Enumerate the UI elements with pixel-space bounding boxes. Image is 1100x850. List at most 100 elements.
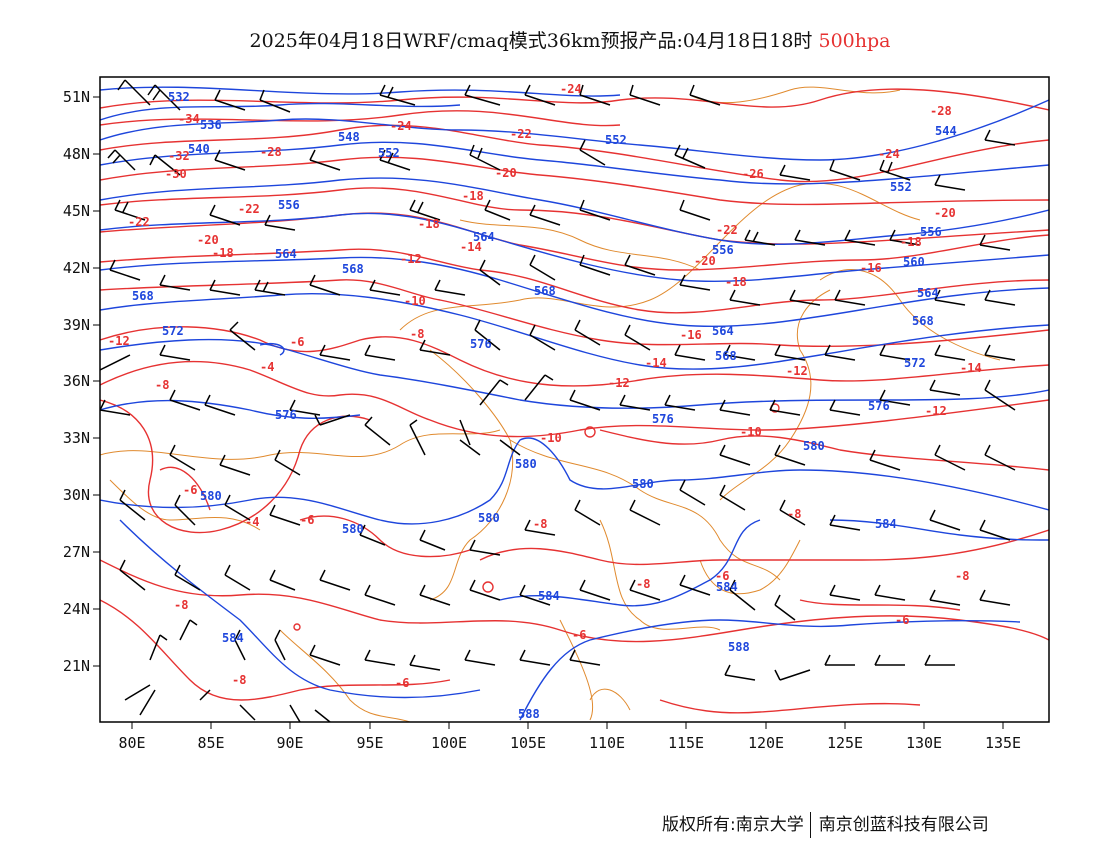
height-label: 576 [470, 337, 492, 351]
temperature-label: -34 [178, 112, 200, 126]
height-label: 548 [338, 130, 360, 144]
height-label: 552 [378, 146, 400, 160]
temperature-label: -8 [174, 598, 188, 612]
temperature-label: -6 [183, 483, 197, 497]
temperature-label: -12 [400, 252, 422, 266]
height-label: 568 [342, 262, 364, 276]
height-label: 552 [605, 133, 627, 147]
temperature-label: -6 [300, 513, 314, 527]
x-tick-label: 85E [197, 734, 224, 752]
height-label: 532 [168, 90, 190, 104]
temperature-label: -32 [168, 149, 190, 163]
height-label: 556 [920, 225, 942, 239]
height-label-group: 532 536 540 544 548 552 552 552 556 556 … [132, 90, 957, 721]
y-tick-label: 36N [63, 372, 90, 390]
height-label: 584 [716, 580, 738, 594]
temperature-label: -8 [155, 378, 169, 392]
height-label: 564 [275, 247, 297, 261]
temperature-label: -22 [128, 215, 150, 229]
temperature-label: -28 [260, 145, 282, 159]
temperature-label: -24 [390, 119, 412, 133]
height-label: 556 [712, 243, 734, 257]
temperature-label: -18 [900, 235, 922, 249]
temperature-label: -4 [245, 515, 259, 529]
temperature-label: -20 [197, 233, 219, 247]
temperature-label: -18 [418, 217, 440, 231]
temperature-label: -4 [260, 360, 274, 374]
height-label: 580 [342, 522, 364, 536]
title-level: 500hpa [818, 30, 891, 52]
y-tick-label: 33N [63, 429, 90, 447]
height-label: 564 [473, 230, 495, 244]
height-label: 580 [515, 457, 537, 471]
height-label: 584 [538, 589, 560, 603]
height-label: 576 [868, 399, 890, 413]
temperature-label: -18 [462, 189, 484, 203]
height-label: 580 [632, 477, 654, 491]
x-tick-label: 80E [118, 734, 145, 752]
copyright-owner: 版权所有:南京大学 [662, 815, 804, 835]
temperature-label: -8 [955, 569, 969, 583]
temperature-label: -8 [232, 673, 246, 687]
temperature-label: -6 [290, 335, 304, 349]
x-tick-label: 110E [589, 734, 625, 752]
temperature-label: -8 [636, 577, 650, 591]
y-tick-label: 39N [63, 316, 90, 334]
temperature-label: -30 [165, 167, 187, 181]
temperature-label: -12 [925, 404, 947, 418]
temperature-contours [100, 88, 1049, 714]
temperature-label: -10 [540, 431, 562, 445]
x-tick-label: 115E [668, 734, 704, 752]
height-label: 568 [715, 349, 737, 363]
x-tick-label: 130E [906, 734, 942, 752]
height-label: 580 [803, 439, 825, 453]
temperature-label: -8 [410, 327, 424, 341]
temperature-label-group: -34 -32 -30 -28 -28 -26 -24 -24 -24 -22 … [108, 82, 982, 690]
temperature-label: -16 [860, 261, 882, 275]
x-tick-label: 95E [356, 734, 383, 752]
temperature-label: -28 [930, 104, 952, 118]
temperature-label: -14 [460, 240, 482, 254]
x-tick-label: 105E [510, 734, 546, 752]
height-label: 556 [278, 198, 300, 212]
height-label: 564 [712, 324, 734, 338]
temperature-label: -20 [934, 206, 956, 220]
temperature-label: -14 [960, 361, 982, 375]
temperature-label: -22 [238, 202, 260, 216]
y-tick-label: 27N [63, 543, 90, 561]
y-tick-label: 24N [63, 600, 90, 618]
wind-barbs [100, 79, 1016, 722]
height-label: 544 [935, 124, 957, 138]
height-label: 540 [188, 142, 210, 156]
height-label: 580 [200, 489, 222, 503]
temperature-label: -26 [742, 167, 764, 181]
temperature-label: -22 [716, 223, 738, 237]
x-tick-label: 100E [431, 734, 467, 752]
temperature-label: -6 [895, 613, 909, 627]
temperature-label: -8 [787, 507, 801, 521]
height-label: 580 [478, 511, 500, 525]
temperature-label: -20 [694, 254, 716, 268]
temperature-label: -18 [725, 275, 747, 289]
temperature-label: -14 [645, 356, 667, 370]
y-axis: 51N 48N 45N 42N 39N 36N 33N 30N 27N 24N … [63, 88, 100, 675]
y-tick-label: 48N [63, 145, 90, 163]
temperature-label: -6 [715, 569, 729, 583]
y-tick-label: 21N [63, 657, 90, 675]
y-tick-label: 45N [63, 202, 90, 220]
copyright-footer: 版权所有:南京大学 南京创蓝科技有限公司 [662, 810, 989, 838]
height-label: 588 [728, 640, 750, 654]
height-label: 564 [917, 286, 939, 300]
temperature-label: -12 [786, 364, 808, 378]
y-tick-label: 30N [63, 486, 90, 504]
height-label: 588 [518, 707, 540, 721]
temperature-label: -6 [395, 676, 409, 690]
temperature-label: -24 [560, 82, 582, 96]
height-label: 584 [222, 631, 244, 645]
temperature-label: -24 [878, 147, 900, 161]
footer-divider [809, 812, 811, 838]
temperature-label: -22 [510, 127, 532, 141]
height-label: 572 [904, 356, 926, 370]
temperature-label: -8 [533, 517, 547, 531]
